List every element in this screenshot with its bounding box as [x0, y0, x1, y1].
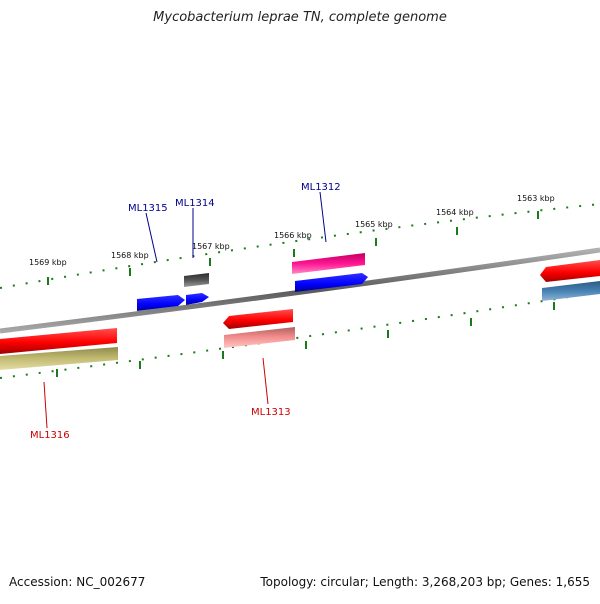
gene-label-ml1316[interactable]: ML1316	[30, 430, 70, 441]
gene-label-ml1312[interactable]: ML1312	[301, 182, 341, 193]
cds-feature-ml1312[interactable]	[292, 253, 365, 274]
kbp-labels: 1569 kbp 1568 kbp 1567 kbp 1566 kbp 1565…	[29, 194, 555, 267]
label-leaders	[43, 191, 327, 429]
cds-feature-ml1314[interactable]	[184, 273, 209, 287]
kbp-label-1566: 1566 kbp	[274, 231, 312, 240]
kbp-label-1567: 1567 kbp	[192, 242, 230, 251]
gene-label-ml1315[interactable]: ML1315	[128, 203, 168, 214]
forward-strand-features	[137, 253, 600, 311]
cds-feature-red-left[interactable]	[0, 328, 117, 354]
gene-label-ml1314[interactable]: ML1314	[175, 198, 215, 209]
kbp-label-1565: 1565 kbp	[355, 220, 393, 229]
reverse-strand-features	[0, 309, 295, 370]
gene-labels: ML1312 ML1314 ML1315 ML1313 ML1316	[30, 182, 341, 441]
cds-feature-ml1315[interactable]	[137, 295, 185, 311]
accession-text: Accession: NC_002677	[9, 575, 146, 589]
outer-tick-ruler	[0, 203, 600, 289]
kbp-label-1569: 1569 kbp	[29, 258, 67, 267]
kbp-label-1563: 1563 kbp	[517, 194, 555, 203]
cds-feature-red-mid[interactable]	[223, 309, 293, 329]
genome-backbone	[0, 247, 600, 334]
cds-feature-blue[interactable]	[295, 273, 368, 292]
cds-feature-ml1316[interactable]	[0, 347, 118, 370]
inner-tick-ruler	[0, 291, 600, 379]
cds-feature-ml1313[interactable]	[224, 327, 295, 348]
genome-summary-text: Topology: circular; Length: 3,268,203 bp…	[260, 575, 590, 589]
cds-feature-steel[interactable]	[542, 281, 600, 301]
map-title: Mycobacterium leprae TN, complete genome	[153, 10, 447, 25]
kbp-label-1568: 1568 kbp	[111, 251, 149, 260]
cds-feature-ml1314-arrow[interactable]	[186, 293, 209, 305]
gene-label-ml1313[interactable]: ML1313	[251, 407, 291, 418]
cds-feature-red-right[interactable]	[540, 260, 600, 282]
kbp-label-1564: 1564 kbp	[436, 208, 474, 217]
